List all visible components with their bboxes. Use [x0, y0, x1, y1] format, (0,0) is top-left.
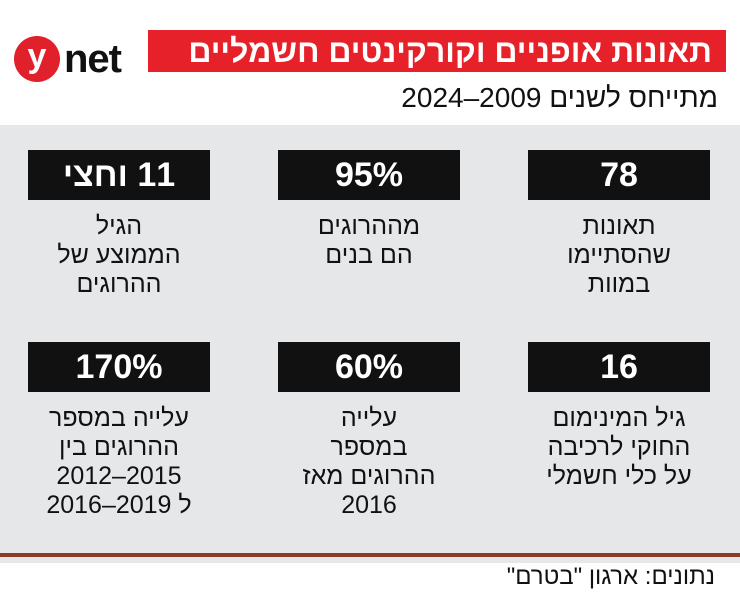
stat-label: מההרוגים הם בנים	[278, 212, 460, 270]
stat-label-line: הם בנים	[325, 241, 413, 269]
stat-label-line: ההרוגים מאז	[302, 462, 436, 490]
stat-label: עלייה במספר ההרוגים בין 2015–2012 ל 2019–20…	[28, 404, 210, 520]
ynet-logo: y net	[14, 36, 122, 82]
stat-label-line: מההרוגים	[317, 212, 421, 240]
stat-value: 60%	[278, 342, 460, 392]
stat-label-line: עלייה במספר	[49, 404, 189, 432]
stat-label-line: גיל המינימום	[552, 404, 686, 432]
stat-card: 170% עלייה במספר ההרוגים בין 2015–2012 ל 201…	[28, 342, 210, 520]
source-note: נתונים: ארגון "בטרם"	[506, 563, 715, 590]
stat-card: 60% עלייה במספר ההרוגים מאז 2016	[278, 342, 460, 520]
stat-label-line: ל 2019–2016	[46, 491, 192, 519]
stat-card: 11 וחצי הגיל הממוצע של ההרוגים	[28, 150, 210, 299]
stat-label-line: 2016	[341, 491, 397, 519]
stat-card: 16 גיל המינימום החוקי לרכיבה על כלי חשמלי	[528, 342, 710, 491]
stat-card: 95% מההרוגים הם בנים	[278, 150, 460, 270]
stat-label-line: 2015–2012	[56, 462, 182, 490]
page-title: תאונות אופניים וקורקינטים חשמליים	[148, 30, 726, 72]
stat-label-line: במוות	[587, 270, 651, 298]
stat-label-line: על כלי חשמלי	[546, 462, 692, 490]
stat-value: 11 וחצי	[28, 150, 210, 200]
stat-label-line: תאונות	[582, 212, 656, 240]
stat-label: תאונות שהסתיימו במוות	[528, 212, 710, 299]
stat-label-line: הגיל	[95, 212, 143, 240]
stat-label-line: שהסתיימו	[567, 241, 671, 269]
stat-card: 78 תאונות שהסתיימו במוות	[528, 150, 710, 299]
stat-value: 78	[528, 150, 710, 200]
stat-label-line: עלייה	[340, 404, 398, 432]
logo-circle: y	[14, 36, 60, 82]
stat-label-line: ההרוגים	[76, 270, 162, 298]
stat-value: 16	[528, 342, 710, 392]
stat-label-line: ההרוגים בין	[59, 433, 179, 461]
logo-text: net	[64, 36, 122, 81]
stat-value: 170%	[28, 342, 210, 392]
stat-label: הגיל הממוצע של ההרוגים	[28, 212, 210, 299]
stat-label: גיל המינימום החוקי לרכיבה על כלי חשמלי	[528, 404, 710, 491]
stat-value: 95%	[278, 150, 460, 200]
stat-label-line: הממוצע של	[57, 241, 181, 269]
stat-label: עלייה במספר ההרוגים מאז 2016	[278, 404, 460, 520]
divider	[0, 553, 740, 557]
stat-label-line: החוקי לרכיבה	[547, 433, 691, 461]
stat-label-line: במספר	[330, 433, 408, 461]
subtitle: מתייחס לשנים 2009–2024	[401, 82, 718, 113]
